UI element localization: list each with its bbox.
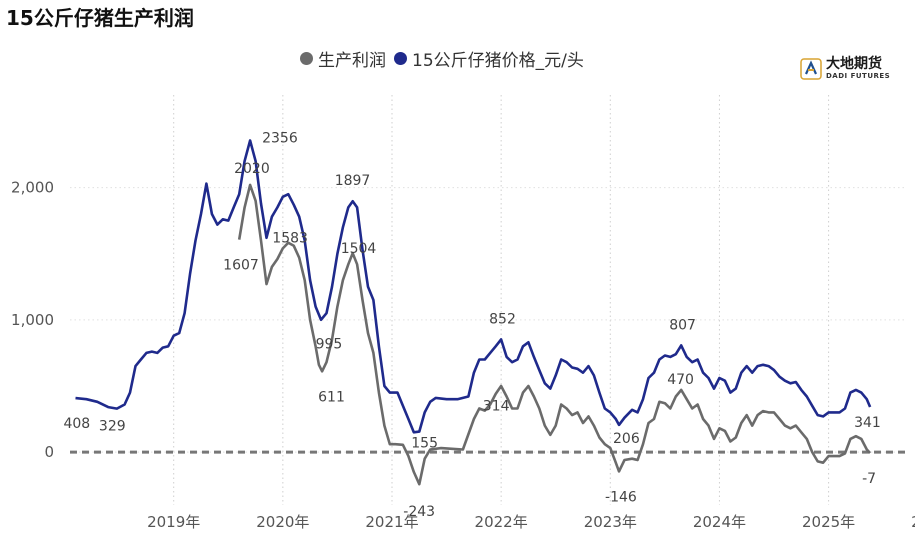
series-line-profit[interactable] [237,183,872,486]
x-tick-label: 2020年 [256,513,309,531]
x-axis: 2019年 2020年 2021年 2022年 2023年 2024年 2025年 2026年 [147,513,915,531]
data-label-price: 155 [411,436,438,452]
x-tick-label: 2021年 [365,513,418,531]
x-tick-label: 2019年 [147,513,200,531]
data-label-price: 341 [854,415,881,431]
data-label-profit: 611 [318,389,345,405]
data-label-profit: 995 [316,336,343,352]
x-tick-label: 2025年 [802,513,855,531]
y-tick-label: 1,000 [11,311,54,329]
series-line-price[interactable] [75,139,872,434]
data-label-price: 807 [669,317,696,333]
data-label-price: 1897 [335,173,371,189]
logo-name: 大地期货 [826,56,882,72]
legend-label-profit: 生产利润 [318,51,386,71]
legend-label-price: 15公斤仔猪价格_元/头 [412,51,584,71]
y-tick-label: 2,000 [11,179,54,197]
chart-title: 15公斤仔猪生产利润 [6,6,194,30]
series-lines [75,139,872,486]
data-label-price: 2356 [262,130,298,146]
logo-sub: DADI FUTURES [826,72,891,80]
legend-dot-price [394,52,407,65]
data-label-profit: 1504 [341,241,377,257]
data-label-price: 206 [613,431,640,447]
x-tick-label: 2024年 [693,513,746,531]
legend: 生产利润 15公斤仔猪价格_元/头 [300,46,584,71]
y-tick-label: 0 [44,443,54,461]
legend-dot-profit [300,52,313,65]
legend-item-profit[interactable]: 生产利润 [300,46,386,71]
data-label-profit: -243 [403,504,435,520]
data-label-profit: 1583 [272,231,308,247]
company-logo: 大地期货 DADI FUTURES [800,56,890,81]
x-tick-label: 2022年 [475,513,528,531]
data-label-profit: 470 [667,372,694,388]
data-label-price: 408 [63,416,90,432]
data-label-profit: 1607 [223,258,259,274]
data-label-price: 852 [489,311,516,327]
grid [70,95,905,505]
dadi-logo-icon [800,57,822,80]
legend-item-price[interactable]: 15公斤仔猪价格_元/头 [394,46,584,71]
data-labels: 408 329 1607 2020 2356 1583 995 611 1897 1504 155 -… [63,130,880,520]
data-label-profit: 2020 [234,161,270,177]
x-tick-label: 2023年 [584,513,637,531]
x-tick-label: 2026年 [911,513,915,531]
y-axis: 0 1,000 2,000 [11,179,54,462]
data-label-profit: 314 [483,399,510,415]
data-label-profit: -7 [862,471,876,487]
data-label-profit: -146 [605,489,637,505]
data-label-price: 329 [99,419,126,435]
